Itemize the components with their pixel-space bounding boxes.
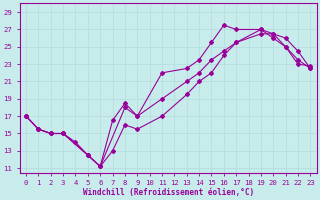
X-axis label: Windchill (Refroidissement éolien,°C): Windchill (Refroidissement éolien,°C) xyxy=(83,188,254,197)
